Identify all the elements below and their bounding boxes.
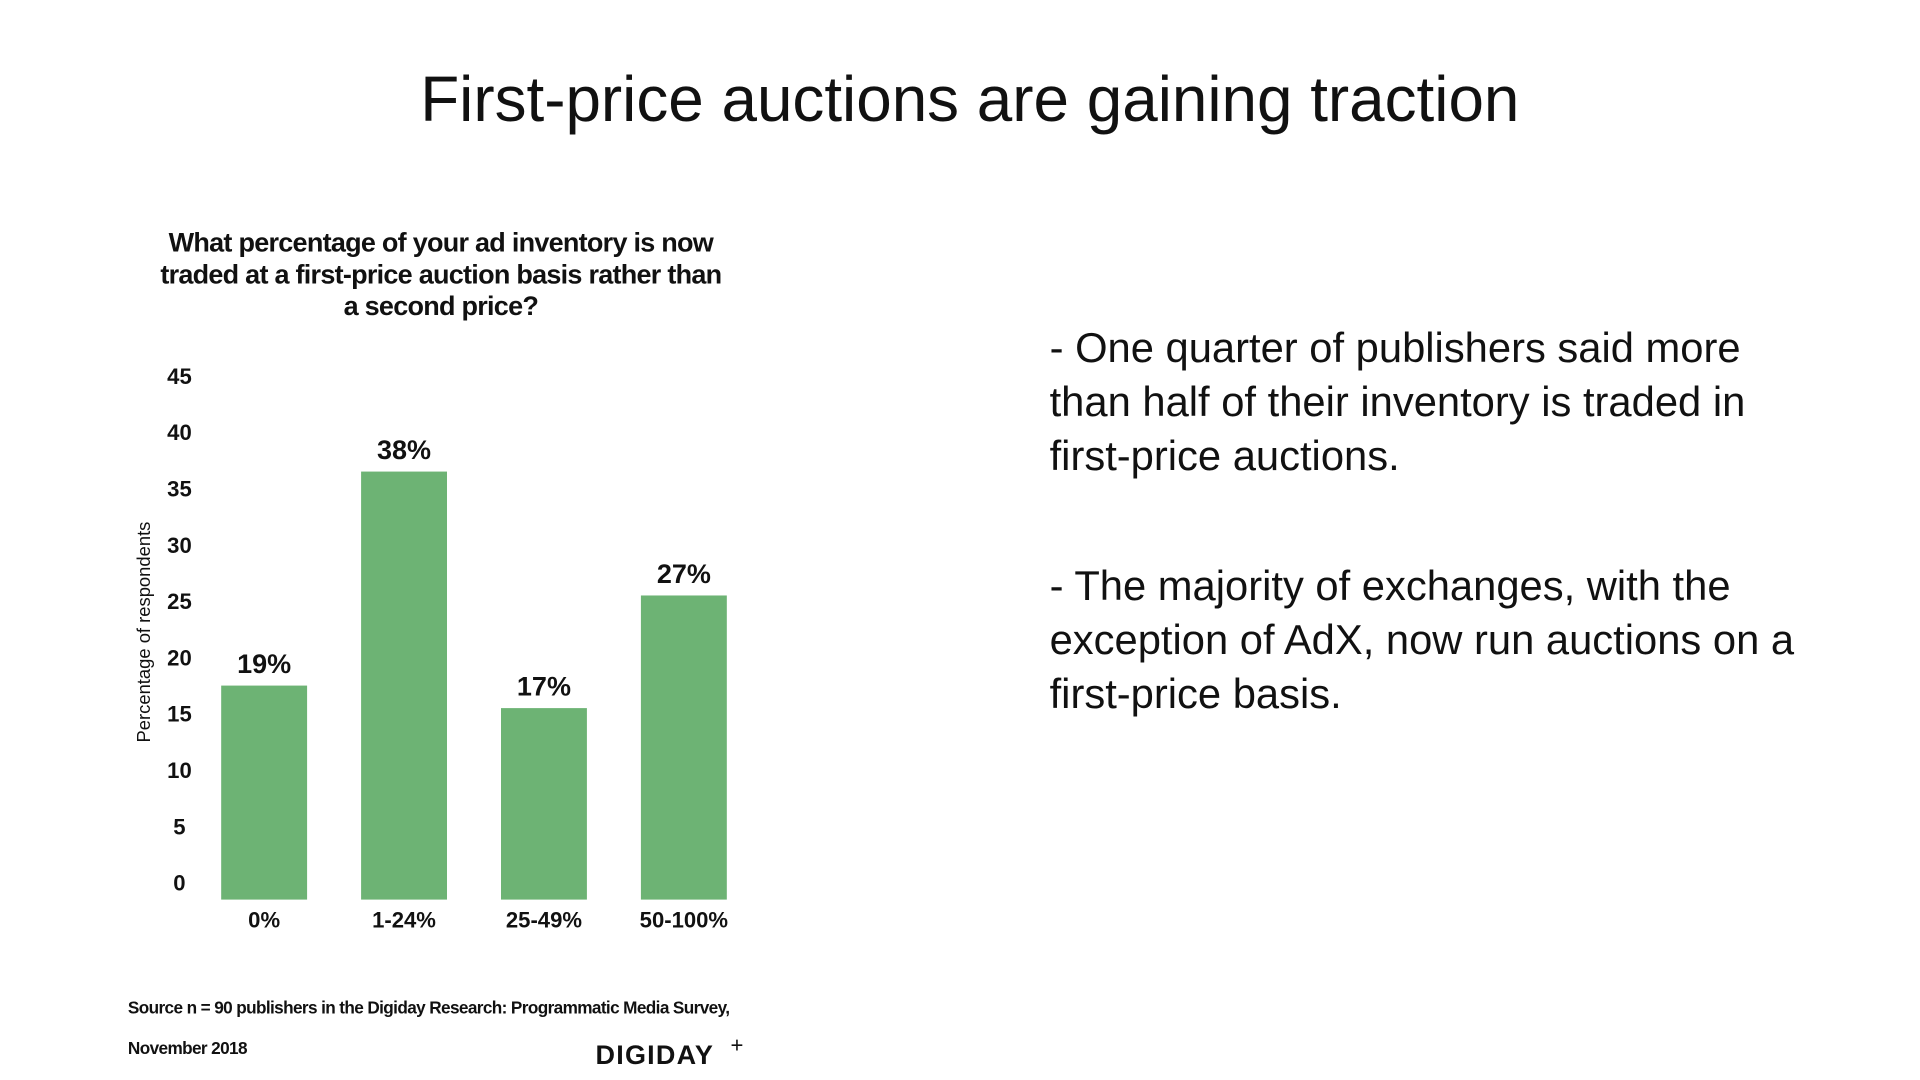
x-tick-label: 0%	[248, 908, 280, 933]
data-label: 17%	[517, 672, 571, 702]
y-tick-label: 15	[167, 702, 192, 727]
y-tick-label: 5	[173, 814, 185, 839]
bar	[640, 595, 727, 900]
chart-title: What percentage of your ad inventory is …	[169, 227, 715, 257]
y-tick-label: 20	[167, 645, 192, 670]
data-label: 27%	[657, 559, 711, 589]
note-text: - The majority of exchanges, with the	[1050, 562, 1731, 609]
data-label: 38%	[377, 435, 431, 465]
y-tick-label: 40	[167, 420, 192, 445]
y-tick-label: 30	[167, 533, 192, 558]
source-note: November 2018	[128, 1038, 248, 1058]
note-text: first-price basis.	[1050, 670, 1342, 717]
x-tick-label: 1-24%	[372, 908, 436, 933]
bar	[501, 708, 587, 900]
logo: DIGIDAY	[596, 1040, 715, 1070]
y-tick-label: 10	[167, 758, 192, 783]
y-tick-label: 0	[173, 871, 185, 896]
bar	[221, 685, 308, 900]
note-text: - One quarter of publishers said more	[1050, 324, 1741, 371]
note-text: than half of their inventory is traded i…	[1050, 378, 1746, 425]
y-tick-label: 25	[167, 589, 192, 614]
bar	[361, 471, 447, 900]
x-tick-label: 25-49%	[506, 908, 582, 933]
chart-title: traded at a first-price auction basis ra…	[160, 259, 721, 289]
note-text: first-price auctions.	[1050, 432, 1400, 479]
chart-title: a second price?	[344, 291, 539, 321]
source-note: Source n = 90 publishers in the Digiday …	[128, 997, 730, 1017]
data-label: 19%	[237, 649, 291, 679]
slide-title: First-price auctions are gaining tractio…	[420, 63, 1519, 135]
note-text: exception of AdX, now run auctions on a	[1050, 616, 1795, 663]
y-axis-label: Percentage of respondents	[133, 522, 154, 743]
y-tick-label: 45	[167, 364, 192, 389]
x-tick-label: 50-100%	[640, 908, 729, 933]
logo-mark: +	[731, 1033, 744, 1058]
y-tick-label: 35	[167, 476, 192, 501]
